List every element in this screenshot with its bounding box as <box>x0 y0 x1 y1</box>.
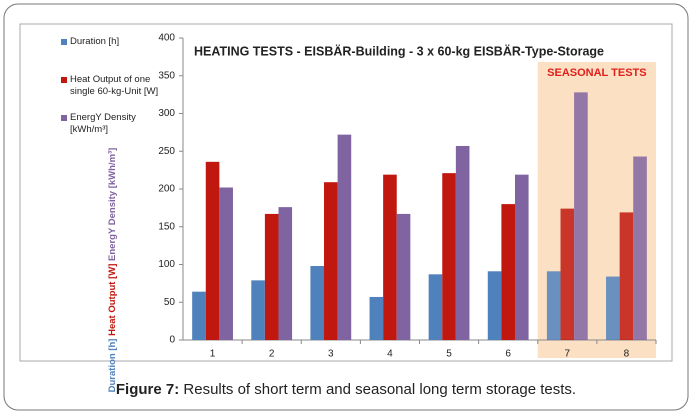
legend-label: EnergY Density [kWh/m³] <box>70 112 136 135</box>
legend-swatch <box>61 77 67 83</box>
y-axis-label-part: Duration [h] <box>107 339 118 393</box>
y-axis-label-part: Heat Output [W] <box>107 264 118 336</box>
y-tick-label: 150 <box>158 221 175 232</box>
chart-title: HEATING TESTS - EISBÄR-Building - 3 x 60… <box>194 43 604 58</box>
legend-label: Heat Output of one single 60-kg-Unit [W] <box>70 74 159 97</box>
bar <box>428 274 443 340</box>
legend-label: Duration [h] <box>70 36 120 47</box>
legend-swatch <box>61 39 67 45</box>
x-tick-label: 7 <box>565 349 571 360</box>
x-tick-label: 8 <box>624 349 630 360</box>
legend-item: Heat Output of one single 60-kg-Unit [W] <box>61 74 160 98</box>
x-tick-label: 1 <box>210 349 216 360</box>
legend-swatch <box>61 115 67 121</box>
y-tick-label: 100 <box>158 259 175 270</box>
x-tick-label: 4 <box>387 349 393 360</box>
caption: Figure 7: Results of short term and seas… <box>116 381 576 398</box>
y-tick-label: 350 <box>158 70 175 81</box>
bar <box>633 156 647 340</box>
legend-item: EnergY Density [kWh/m³] <box>61 112 160 136</box>
bar <box>369 296 384 340</box>
bar <box>606 276 620 340</box>
bar <box>396 213 411 340</box>
y-axis-label: Duration [h] Heat Output [W] EnergY Dens… <box>107 148 118 393</box>
x-tick-label: 2 <box>269 349 275 360</box>
bar <box>546 271 561 340</box>
y-tick-label: 0 <box>169 335 175 346</box>
bar <box>487 271 502 340</box>
y-tick-label: 250 <box>158 146 175 157</box>
region-label: SEASONAL TESTS <box>547 67 646 79</box>
bar <box>192 291 206 340</box>
y-tick-label: 50 <box>164 297 176 308</box>
bar <box>310 266 325 340</box>
bar <box>337 134 352 340</box>
legend-item: Duration [h] <box>61 36 160 48</box>
bar <box>574 92 588 340</box>
bar <box>383 174 397 340</box>
bar <box>205 161 220 340</box>
x-tick-label: 3 <box>328 349 334 360</box>
bar <box>219 187 233 340</box>
bar <box>560 208 575 340</box>
y-tick-label: 200 <box>158 184 175 195</box>
bar <box>442 173 456 340</box>
caption-label: Figure 7: <box>116 381 179 398</box>
bar <box>619 212 634 340</box>
bar <box>251 280 265 340</box>
bar <box>278 207 293 340</box>
bar <box>501 204 515 340</box>
bar <box>514 174 529 340</box>
caption-text: Results of short term and seasonal long … <box>183 381 576 398</box>
bar <box>264 213 279 340</box>
y-tick-label: 300 <box>158 108 175 119</box>
x-tick-label: 5 <box>446 349 452 360</box>
bar <box>324 182 338 340</box>
x-tick-label: 6 <box>505 349 511 360</box>
y-tick-label: 400 <box>158 33 175 44</box>
bar <box>455 145 470 340</box>
y-axis-label-part: EnergY Density [kWh/m³] <box>107 148 118 261</box>
